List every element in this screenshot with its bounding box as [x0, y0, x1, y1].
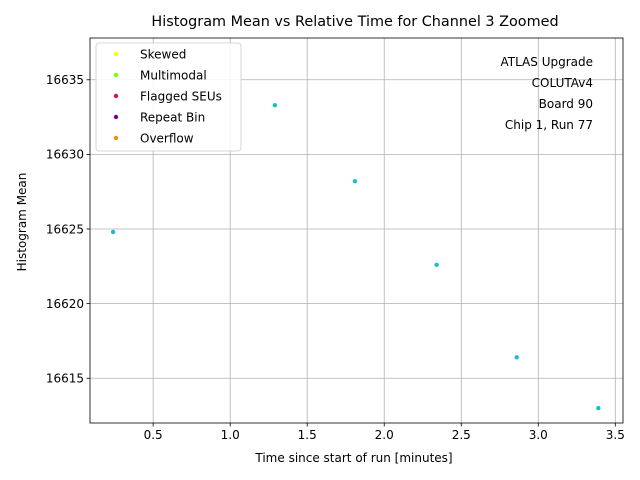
annotation-line: COLUTAv4 [532, 76, 593, 90]
x-tick-label: 3.5 [606, 428, 625, 442]
data-point [352, 179, 358, 184]
data-point [110, 229, 116, 235]
legend-marker [113, 135, 119, 141]
legend-label: Multimodal [140, 68, 207, 82]
annotation-line: Board 90 [539, 97, 593, 111]
chart-title: Histogram Mean vs Relative Time for Chan… [151, 14, 558, 30]
run-info-annotation: ATLAS Upgrade COLUTAv4 Board 90 Chip 1, Run… [500, 55, 593, 132]
legend-label: Repeat Bin [140, 110, 205, 124]
x-tick-label: 1.0 [221, 428, 240, 442]
x-tick-label: 0.5 [144, 428, 163, 442]
legend-label: Skewed [140, 47, 186, 61]
y-tick-label: 16635 [46, 73, 84, 87]
data-point [272, 102, 278, 108]
x-tick-label: 1.5 [298, 428, 317, 442]
legend: Skewed Multimodal Flagged SEUs Repeat Bin Ov… [95, 42, 242, 152]
plot-area-frame [89, 37, 624, 424]
annotation-line: ATLAS Upgrade [500, 55, 593, 69]
legend-marker [113, 51, 119, 57]
y-axis-label: Histogram Mean [15, 173, 29, 272]
legend-box [95, 42, 242, 152]
y-tick-label: 16625 [46, 222, 84, 236]
x-tick-label: 3.0 [529, 428, 548, 442]
y-tick-label: 16620 [46, 297, 84, 311]
annotation-line: Chip 1, Run 77 [505, 118, 593, 132]
data-point [434, 262, 439, 268]
legend-marker [113, 72, 119, 78]
legend-label: Overflow [140, 131, 194, 145]
data-point [596, 405, 601, 411]
grid-layer [90, 38, 623, 423]
data-point [514, 355, 519, 360]
x-tick-label: 2.0 [375, 428, 394, 442]
x-axis-label: Time since start of run [minutes] [254, 451, 452, 465]
y-tick-label: 16615 [46, 372, 84, 386]
data-layer [110, 102, 601, 411]
legend-marker [113, 114, 119, 120]
legend-marker [113, 93, 119, 99]
legend-label: Flagged SEUs [140, 89, 222, 103]
y-tick-label: 16630 [46, 148, 84, 162]
tick-layer: 0.5 1.0 1.5 2.0 2.5 3.0 3.5 16615 16620 16625 1663… [46, 73, 625, 442]
x-tick-label: 2.5 [452, 428, 471, 442]
